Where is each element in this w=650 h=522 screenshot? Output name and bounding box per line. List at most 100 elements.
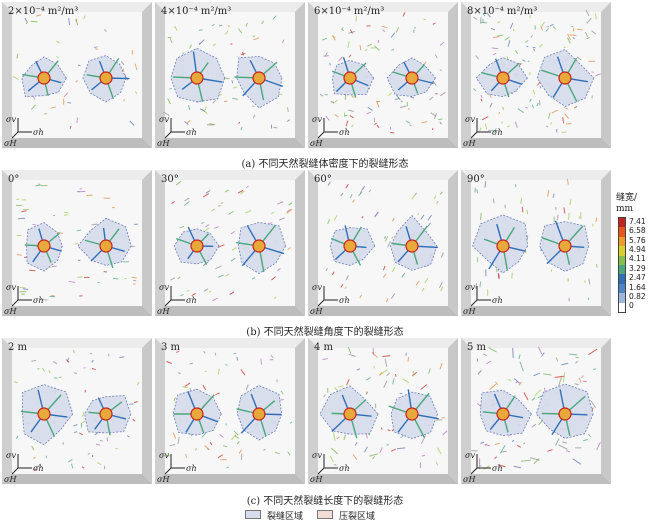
natural-fracture-trace (126, 435, 130, 438)
natural-fracture-trace (240, 369, 246, 376)
natural-fracture-trace (287, 107, 289, 113)
axis-label-sigma-h: σh (186, 464, 197, 473)
natural-fracture-trace (322, 358, 328, 361)
natural-fracture-trace (384, 236, 389, 242)
caption-a: (a) 不同天然裂缝体密度下的裂缝形态 (241, 159, 409, 170)
natural-fracture-trace (569, 353, 578, 356)
natural-fracture-trace (376, 100, 380, 108)
natural-fracture-trace (371, 455, 376, 460)
natural-fracture-trace (228, 210, 234, 216)
natural-fracture-trace (523, 392, 529, 401)
natural-fracture-trace (230, 257, 236, 262)
natural-fracture-trace (481, 21, 488, 24)
natural-fracture-trace (91, 223, 98, 226)
natural-fracture-trace (232, 97, 238, 100)
natural-fracture-trace (368, 189, 372, 193)
natural-fracture-trace (480, 94, 483, 98)
natural-fracture-trace (557, 377, 562, 388)
natural-fracture-trace (588, 278, 591, 285)
natural-fracture-trace (134, 91, 138, 95)
natural-fracture-trace (421, 287, 425, 292)
natural-fracture-trace (245, 384, 249, 391)
stress-axes: σv σh σH (157, 115, 197, 148)
natural-fracture-trace (231, 80, 234, 84)
natural-fracture-trace (319, 93, 324, 97)
natural-fracture-trace (81, 466, 85, 469)
natural-fracture-trace (94, 431, 99, 436)
natural-fracture-trace (205, 224, 210, 228)
natural-fracture-trace (533, 48, 536, 51)
panel-label: 3 m (161, 342, 181, 353)
natural-fracture-trace (331, 34, 336, 41)
stress-axes: σv σh σH (463, 283, 503, 316)
natural-fracture-trace (352, 199, 355, 203)
axis-label-sigma-h: σh (186, 296, 197, 305)
natural-fracture-trace (12, 76, 19, 80)
natural-fracture-trace (186, 289, 190, 292)
natural-fracture-trace (531, 397, 536, 401)
natural-fracture-trace (588, 433, 591, 437)
axis-label-sigma-H: σH (4, 475, 17, 484)
natural-fracture-trace (498, 273, 501, 279)
panel-row3-col2: σv σh σH 3 m (155, 338, 305, 484)
colorbar-segment (619, 236, 625, 247)
natural-fracture-trace (400, 100, 403, 103)
natural-fracture-trace (16, 435, 19, 440)
natural-fracture-trace (497, 273, 500, 279)
natural-fracture-trace (122, 68, 125, 72)
perforation-cluster (496, 407, 510, 421)
natural-fracture-trace (532, 89, 536, 95)
natural-fracture-trace (547, 189, 550, 197)
natural-fracture-trace (56, 231, 63, 234)
natural-fracture-trace (229, 291, 235, 295)
stress-axes: σv σh σH (463, 115, 503, 148)
natural-fracture-trace (529, 98, 532, 103)
axis-label-sigma-v: σv (6, 283, 16, 292)
axis-label-sigma-v: σv (6, 115, 16, 124)
colorbar-segment (619, 293, 625, 303)
natural-fracture-trace (83, 15, 86, 20)
natural-fracture-trace (348, 109, 354, 112)
colorbar-tick-label: 0.82 (629, 291, 646, 301)
natural-fracture-trace (188, 44, 193, 49)
natural-fracture-trace (384, 358, 388, 367)
fracture-simulation-image: σv σh σH (155, 2, 305, 148)
fracture-simulation-image: σv σh σH (308, 2, 458, 148)
natural-fracture-trace (374, 45, 380, 51)
natural-fracture-trace (212, 297, 219, 302)
natural-fracture-trace (323, 394, 326, 398)
natural-fracture-trace (522, 442, 526, 445)
natural-fracture-trace (333, 215, 338, 221)
natural-fracture-trace (438, 118, 443, 121)
natural-fracture-trace (349, 193, 353, 199)
natural-fracture-trace (563, 46, 566, 49)
natural-fracture-trace (345, 120, 349, 127)
perforation-cluster (190, 71, 204, 85)
natural-fracture-trace (106, 437, 109, 442)
colorbar-title-line1: 缝宽/ (616, 193, 638, 203)
natural-fracture-trace (501, 121, 503, 124)
natural-fracture-trace (289, 421, 293, 424)
perforation-cluster (252, 407, 266, 421)
natural-fracture-trace (330, 447, 339, 455)
natural-fracture-trace (382, 273, 387, 278)
natural-fracture-trace (354, 442, 358, 446)
panel-row1-col1: σv σh σH 2×10⁻⁴ m²/m³ (2, 2, 152, 148)
natural-fracture-trace (583, 439, 588, 442)
natural-fracture-trace (202, 193, 210, 198)
fracture-simulation-image: σv σh σH (461, 170, 611, 316)
natural-fracture-trace (273, 126, 278, 129)
natural-fracture-trace (518, 381, 522, 386)
natural-fracture-trace (569, 34, 577, 37)
natural-fracture-trace (586, 21, 589, 24)
natural-fracture-trace (277, 267, 281, 272)
natural-fracture-trace (521, 459, 531, 462)
natural-fracture-trace (480, 441, 485, 444)
natural-fracture-trace (184, 197, 190, 202)
panel-label: 4×10⁻⁴ m²/m³ (161, 6, 232, 17)
natural-fracture-trace (347, 346, 352, 355)
natural-fracture-trace (352, 453, 358, 460)
natural-fracture-trace (169, 87, 172, 90)
natural-fracture-trace (494, 442, 500, 446)
perforation-cluster (37, 407, 51, 421)
